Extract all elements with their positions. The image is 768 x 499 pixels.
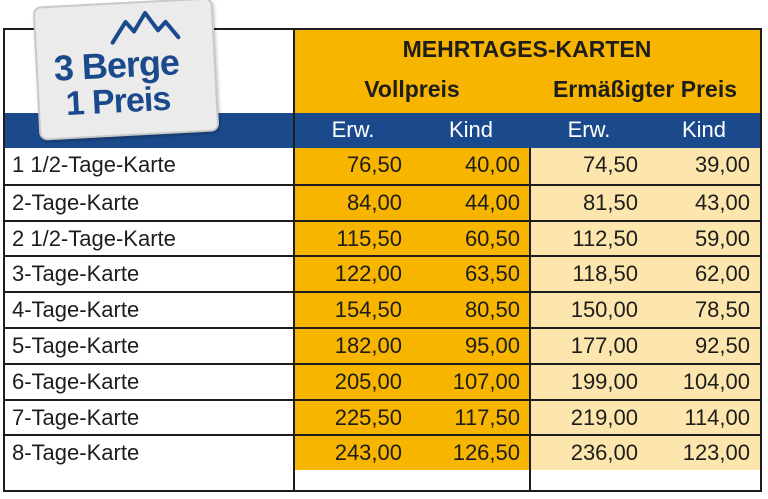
table-body: 1 1/2-Tage-Karte 76,50 40,00 74,50 39,00… xyxy=(5,148,760,471)
price-erw-vollpreis: 154,50 xyxy=(294,293,412,327)
ermaessigt-heading: Ermäßigter Preis xyxy=(552,76,738,102)
price-kind-ermaessigt: 114,00 xyxy=(648,400,760,435)
col-kind-ermaessigt: Kind xyxy=(681,117,727,142)
price-kind-ermaessigt: 39,00 xyxy=(648,148,760,184)
price-kind-vollpreis: 117,50 xyxy=(412,400,530,435)
row-label: 6-Tage-Karte xyxy=(5,364,294,399)
vollpreis-heading: Vollpreis xyxy=(364,76,460,102)
logo-text-line2: 1 Preis xyxy=(64,79,172,124)
price-erw-ermaessigt: 81,50 xyxy=(530,185,648,220)
table-title: MEHRTAGES-KARTEN xyxy=(402,36,652,62)
price-erw-vollpreis: 122,00 xyxy=(294,257,412,292)
column-divider xyxy=(529,148,531,490)
price-kind-vollpreis: 95,00 xyxy=(412,328,530,363)
price-kind-ermaessigt: 78,50 xyxy=(648,293,760,327)
price-kind-vollpreis: 63,50 xyxy=(412,257,530,292)
price-erw-ermaessigt: 219,00 xyxy=(530,400,648,435)
price-kind-vollpreis: 80,50 xyxy=(412,293,530,327)
price-erw-ermaessigt: 199,00 xyxy=(530,364,648,399)
price-erw-vollpreis: 182,00 xyxy=(294,328,412,363)
table-row: 1 1/2-Tage-Karte 76,50 40,00 74,50 39,00 xyxy=(5,148,760,184)
table-row: 2 1/2-Tage-Karte 115,50 60,50 112,50 59,… xyxy=(5,219,760,256)
price-kind-ermaessigt: 92,50 xyxy=(648,328,760,363)
col-erw-vollpreis: Erw. xyxy=(331,117,375,142)
table-row: 6-Tage-Karte 205,00 107,00 199,00 104,00 xyxy=(5,362,760,399)
price-erw-ermaessigt: 118,50 xyxy=(530,257,648,292)
price-erw-vollpreis: 225,50 xyxy=(294,400,412,435)
row-label: 8-Tage-Karte xyxy=(5,436,294,471)
col-erw-ermaessigt: Erw. xyxy=(567,117,611,142)
row-label: 3-Tage-Karte xyxy=(5,257,294,292)
table-row: 7-Tage-Karte 225,50 117,50 219,00 114,00 xyxy=(5,398,760,435)
header-orange xyxy=(294,30,760,113)
table-row: 8-Tage-Karte 243,00 126,50 236,00 123,00 xyxy=(5,434,760,471)
row-label: 2 1/2-Tage-Karte xyxy=(5,221,294,256)
row-label: 5-Tage-Karte xyxy=(5,328,294,363)
row-label: 1 1/2-Tage-Karte xyxy=(5,148,294,184)
column-divider xyxy=(293,30,295,490)
price-kind-vollpreis: 44,00 xyxy=(412,185,530,220)
price-erw-ermaessigt: 177,00 xyxy=(530,328,648,363)
price-erw-vollpreis: 84,00 xyxy=(294,185,412,220)
logo-badge: 3 Berge 1 Preis xyxy=(32,0,220,141)
mountains-icon xyxy=(110,10,181,45)
price-erw-vollpreis: 243,00 xyxy=(294,436,412,471)
row-label: 7-Tage-Karte xyxy=(5,400,294,435)
table-row: 2-Tage-Karte 84,00 44,00 81,50 43,00 xyxy=(5,183,760,220)
price-erw-ermaessigt: 74,50 xyxy=(530,148,648,184)
price-erw-ermaessigt: 150,00 xyxy=(530,293,648,327)
row-label: 2-Tage-Karte xyxy=(5,185,294,220)
table-row: 5-Tage-Karte 182,00 95,00 177,00 92,50 xyxy=(5,326,760,363)
price-kind-vollpreis: 60,50 xyxy=(412,221,530,256)
price-kind-ermaessigt: 123,00 xyxy=(648,436,760,471)
price-erw-vollpreis: 205,00 xyxy=(294,364,412,399)
price-erw-ermaessigt: 112,50 xyxy=(530,221,648,256)
price-kind-ermaessigt: 104,00 xyxy=(648,364,760,399)
table-row: 3-Tage-Karte 122,00 63,50 118,50 62,00 xyxy=(5,255,760,292)
price-kind-ermaessigt: 59,00 xyxy=(648,221,760,256)
row-label: 4-Tage-Karte xyxy=(5,293,294,327)
price-kind-ermaessigt: 62,00 xyxy=(648,257,760,292)
price-kind-vollpreis: 126,50 xyxy=(412,436,530,471)
col-kind-vollpreis: Kind xyxy=(448,117,494,142)
price-kind-ermaessigt: 43,00 xyxy=(648,185,760,220)
price-erw-vollpreis: 115,50 xyxy=(294,221,412,256)
price-erw-vollpreis: 76,50 xyxy=(294,148,412,184)
price-kind-vollpreis: 40,00 xyxy=(412,148,530,184)
price-erw-ermaessigt: 236,00 xyxy=(530,436,648,471)
table-row: 4-Tage-Karte 154,50 80,50 150,00 78,50 xyxy=(5,291,760,327)
price-kind-vollpreis: 107,00 xyxy=(412,364,530,399)
